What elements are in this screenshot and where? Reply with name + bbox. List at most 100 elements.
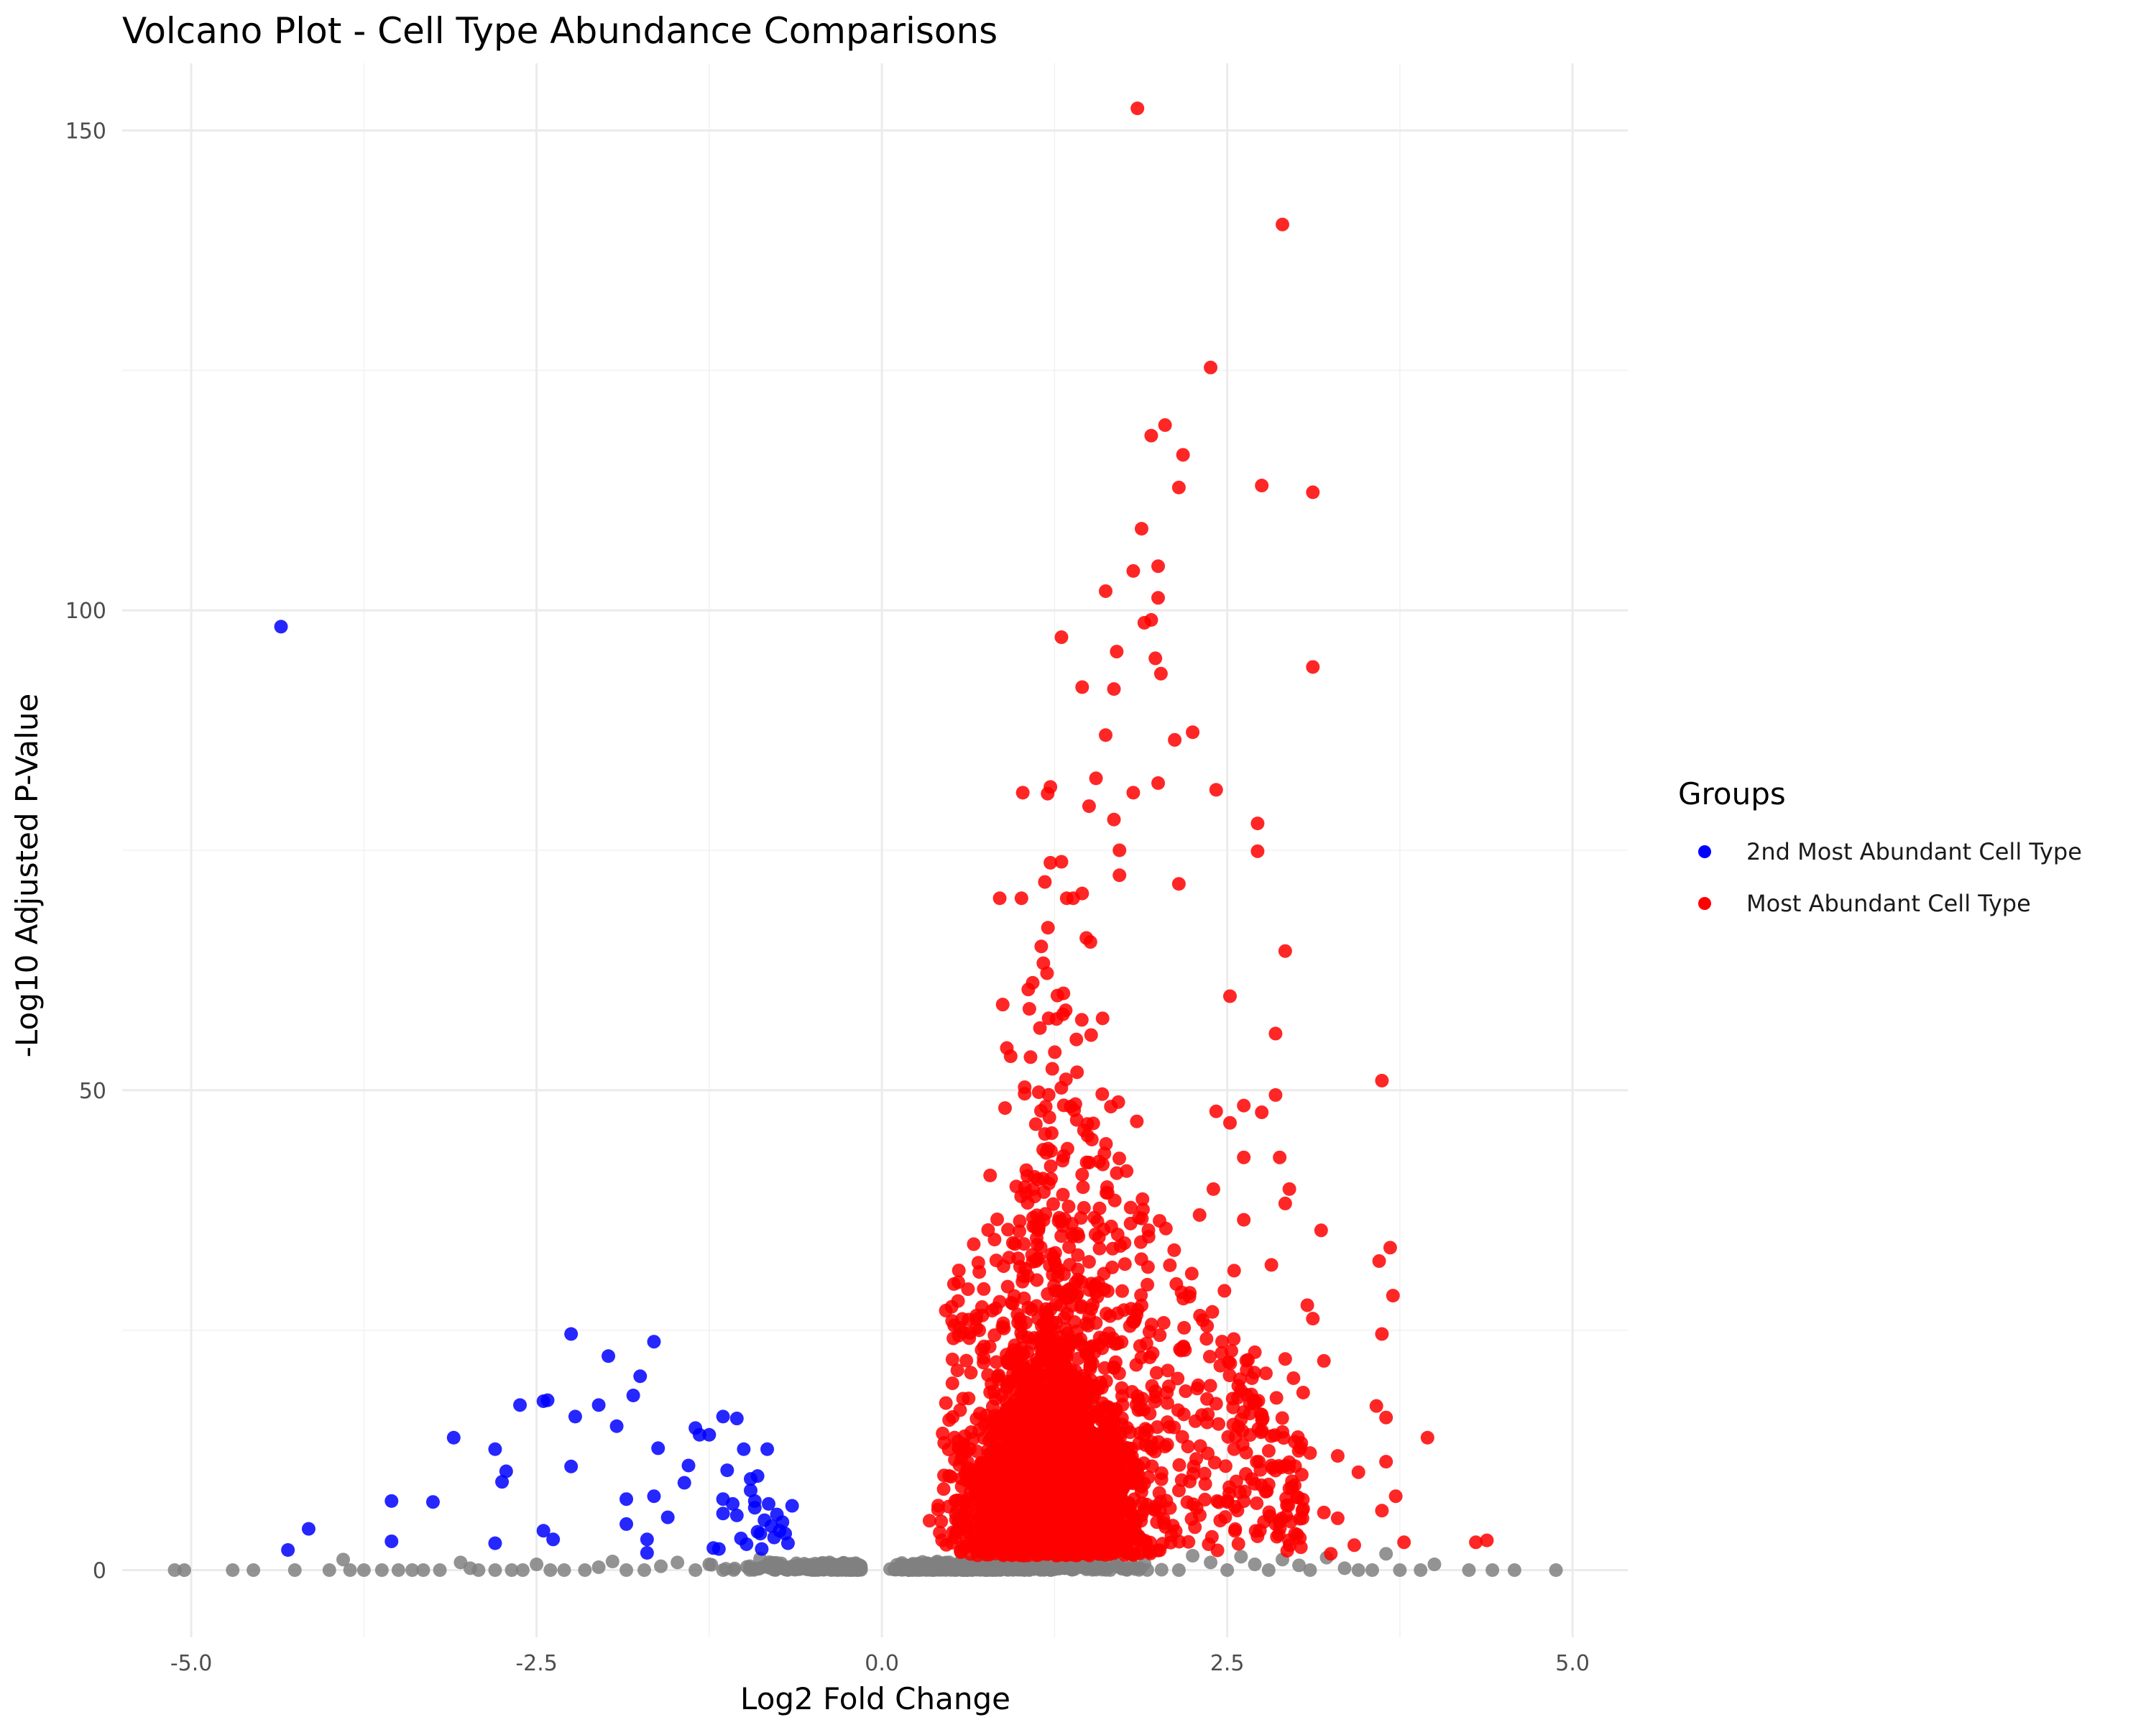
red-point	[1264, 1458, 1279, 1473]
grey-point	[1485, 1563, 1500, 1578]
red-point	[1163, 1258, 1177, 1272]
red-point	[1048, 1045, 1062, 1059]
red-point	[1099, 1307, 1113, 1321]
red-point	[1171, 877, 1186, 891]
red-point	[1137, 616, 1151, 630]
red-point	[987, 1233, 1002, 1247]
red-point	[1141, 1470, 1156, 1484]
blue-point	[762, 1496, 776, 1511]
red-point	[971, 1471, 985, 1486]
grey-point	[1234, 1550, 1248, 1564]
red-point	[1202, 1350, 1217, 1364]
red-point	[1092, 1241, 1107, 1256]
red-point	[1275, 217, 1289, 231]
blue-point	[692, 1427, 706, 1442]
red-point	[1101, 1401, 1115, 1415]
red-point	[1085, 1356, 1100, 1371]
blue-point	[716, 1506, 730, 1521]
grey-point	[688, 1563, 703, 1578]
red-point	[1015, 786, 1030, 800]
red-point	[1033, 1240, 1048, 1254]
red-point	[1280, 1544, 1294, 1558]
red-point	[1268, 1517, 1283, 1531]
red-point	[1198, 1477, 1212, 1491]
red-point	[1082, 1255, 1096, 1269]
blue-point	[446, 1430, 461, 1445]
tick-labels: -5.0 -2.5 0.0 2.5 5.0 0 50 100 150	[65, 119, 1590, 1676]
red-point	[1107, 1193, 1122, 1208]
red-point	[1130, 101, 1145, 116]
red-point	[1041, 1547, 1055, 1561]
red-point	[1153, 1494, 1168, 1509]
blue-point	[681, 1458, 696, 1473]
red-point	[1006, 1343, 1021, 1357]
red-point	[1199, 1332, 1214, 1346]
red-point	[1300, 1298, 1314, 1312]
red-point	[1068, 1414, 1082, 1429]
blue-point	[609, 1419, 624, 1433]
red-point	[989, 1531, 1003, 1545]
red-point	[1255, 1105, 1269, 1120]
red-point	[945, 1352, 959, 1366]
red-point	[1041, 921, 1055, 935]
red-point	[1222, 989, 1237, 1003]
red-point	[1110, 645, 1124, 659]
red-point	[1229, 1474, 1243, 1489]
red-point	[1167, 1243, 1181, 1257]
red-point	[1005, 1295, 1019, 1310]
red-point	[1141, 1223, 1156, 1238]
red-point	[1252, 1455, 1266, 1469]
red-point	[1026, 1255, 1040, 1269]
red-point	[1099, 1488, 1113, 1502]
red-point	[1082, 1283, 1097, 1297]
red-point	[962, 1392, 976, 1406]
red-point	[1038, 875, 1052, 889]
blue-point	[591, 1398, 606, 1412]
red-point	[1258, 1484, 1273, 1499]
blue-point	[546, 1532, 561, 1547]
red-point	[1134, 1351, 1148, 1365]
red-point	[1075, 1524, 1089, 1538]
red-point	[1100, 1284, 1115, 1298]
red-point	[1218, 1510, 1233, 1524]
red-point	[1201, 1446, 1215, 1460]
red-point	[1104, 1100, 1118, 1114]
red-point	[1089, 771, 1103, 786]
red-point	[975, 1510, 990, 1524]
red-point	[1051, 1214, 1066, 1228]
red-point	[1275, 1411, 1289, 1425]
red-point	[1079, 1317, 1093, 1331]
red-point	[960, 1455, 975, 1469]
red-point	[948, 1494, 962, 1508]
blue-point	[626, 1388, 640, 1402]
red-point	[1202, 1537, 1216, 1552]
grey-point	[1414, 1563, 1428, 1578]
red-point	[1153, 1328, 1167, 1343]
red-point	[1008, 1358, 1023, 1372]
red-point	[1192, 1208, 1207, 1222]
red-point	[1237, 1213, 1251, 1227]
red-point	[1008, 1237, 1022, 1251]
red-point	[1270, 1530, 1284, 1544]
red-point	[1278, 1352, 1292, 1366]
blue-point	[488, 1442, 502, 1456]
grey-point	[1089, 1563, 1103, 1577]
red-point	[1006, 1457, 1021, 1471]
red-point	[1183, 1286, 1197, 1300]
y-tick-label: 0	[93, 1559, 106, 1584]
red-point	[1132, 1210, 1146, 1225]
blue-point	[425, 1495, 440, 1509]
red-point	[1203, 1379, 1217, 1393]
blue-point	[513, 1398, 528, 1412]
blue-point	[564, 1459, 579, 1473]
red-point	[1107, 812, 1121, 827]
x-tick-label: -5.0	[170, 1651, 213, 1676]
red-point	[1207, 1455, 1222, 1470]
red-point	[1200, 1415, 1215, 1430]
red-point	[1248, 1476, 1262, 1491]
blue-point	[633, 1369, 648, 1384]
red-point	[1138, 1438, 1153, 1452]
red-point	[1188, 1414, 1202, 1428]
blue-point	[640, 1532, 654, 1547]
red-point	[1060, 1396, 1074, 1410]
